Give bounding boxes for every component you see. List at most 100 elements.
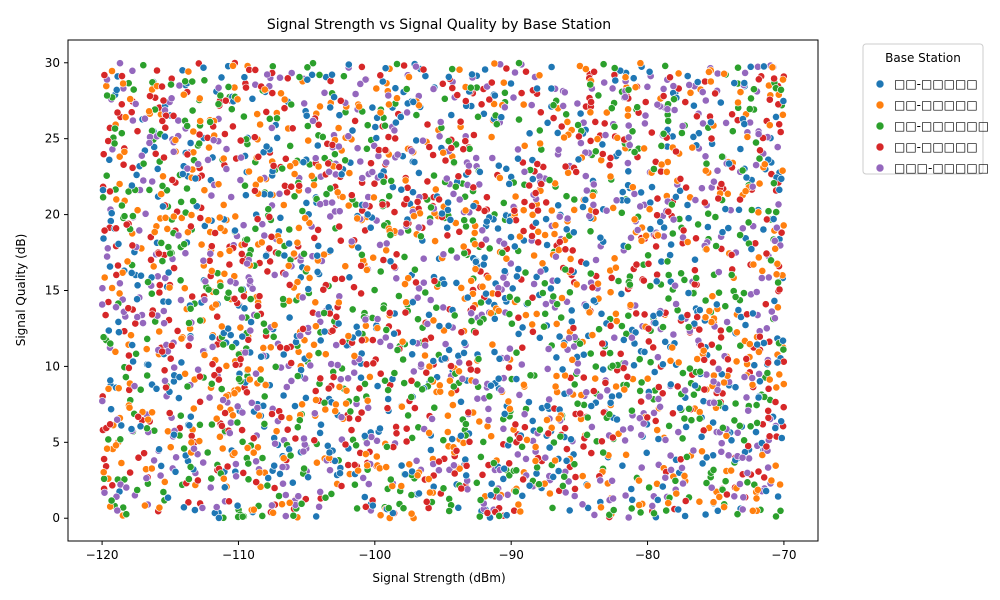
x-tick-label: −110 (222, 548, 255, 562)
data-point (392, 422, 400, 431)
data-point (410, 158, 419, 166)
data-point (316, 102, 324, 111)
data-point (263, 267, 272, 276)
data-point (464, 408, 473, 417)
data-point (586, 349, 595, 358)
data-point (515, 390, 524, 399)
data-point (344, 60, 353, 69)
data-point (408, 350, 417, 359)
data-point (132, 170, 141, 179)
data-point (432, 303, 441, 312)
data-point (285, 445, 293, 454)
data-point (227, 105, 236, 114)
data-point (666, 356, 675, 365)
data-point (207, 242, 216, 251)
data-point (298, 207, 307, 215)
data-point (402, 437, 411, 446)
data-point (500, 239, 508, 248)
data-point (160, 132, 169, 141)
data-point (278, 164, 287, 173)
data-point (348, 126, 357, 135)
data-point (253, 311, 261, 320)
data-point (524, 299, 532, 307)
data-point (260, 419, 269, 428)
data-point (368, 168, 377, 176)
x-tick-label: −120 (86, 548, 119, 562)
data-point (779, 110, 787, 119)
data-point (316, 374, 325, 383)
data-point (760, 473, 769, 482)
data-point (779, 336, 787, 345)
data-point (275, 189, 284, 198)
data-point (570, 380, 579, 389)
data-point (336, 469, 344, 478)
data-point (475, 167, 484, 176)
data-point (376, 240, 384, 249)
data-point (761, 300, 770, 309)
data-point (679, 479, 687, 488)
data-point (419, 278, 428, 287)
data-point (106, 262, 114, 271)
data-point (698, 88, 707, 96)
data-point (663, 105, 672, 114)
data-point (511, 487, 520, 496)
data-point (544, 429, 553, 438)
data-point (770, 74, 778, 83)
data-point (285, 280, 294, 289)
data-point (299, 447, 308, 456)
data-point (354, 414, 363, 423)
data-point (704, 209, 713, 218)
data-point (487, 133, 496, 141)
data-point (600, 119, 609, 128)
data-point (266, 343, 275, 352)
data-point (164, 268, 173, 277)
data-point (777, 85, 785, 94)
data-point (445, 376, 454, 385)
data-point (775, 120, 784, 129)
data-point (690, 101, 698, 110)
data-point (702, 479, 711, 487)
data-point (430, 171, 438, 180)
data-point (298, 293, 307, 302)
data-point (455, 464, 464, 473)
data-point (309, 116, 317, 125)
data-point (311, 387, 320, 395)
data-point (354, 243, 363, 252)
data-point (322, 190, 331, 198)
data-point (668, 229, 677, 238)
data-point (101, 311, 110, 319)
data-point (362, 265, 371, 274)
data-point (512, 466, 521, 475)
data-point (614, 148, 623, 157)
data-point (652, 242, 660, 251)
data-point (275, 492, 283, 500)
data-point (734, 63, 742, 72)
y-tick-label: 5 (52, 435, 60, 449)
data-point (479, 437, 488, 446)
data-point (764, 413, 773, 422)
data-point (552, 353, 561, 362)
data-point (267, 124, 276, 132)
data-point (736, 231, 744, 239)
data-point (764, 207, 773, 216)
data-point (678, 129, 686, 137)
data-point (538, 289, 547, 297)
data-point (566, 288, 574, 297)
data-point (250, 133, 259, 142)
data-point (211, 229, 219, 237)
data-point (246, 295, 255, 303)
data-point (270, 461, 279, 470)
data-point (651, 416, 660, 425)
data-point (316, 200, 325, 209)
data-point (347, 426, 356, 434)
data-point (118, 72, 126, 80)
data-point (485, 244, 494, 253)
data-point (328, 326, 337, 335)
data-point (425, 143, 434, 151)
data-point (335, 162, 344, 171)
data-point (623, 372, 632, 381)
data-point (637, 431, 646, 439)
data-point (508, 284, 517, 293)
data-point (577, 139, 585, 147)
data-point (311, 322, 320, 331)
